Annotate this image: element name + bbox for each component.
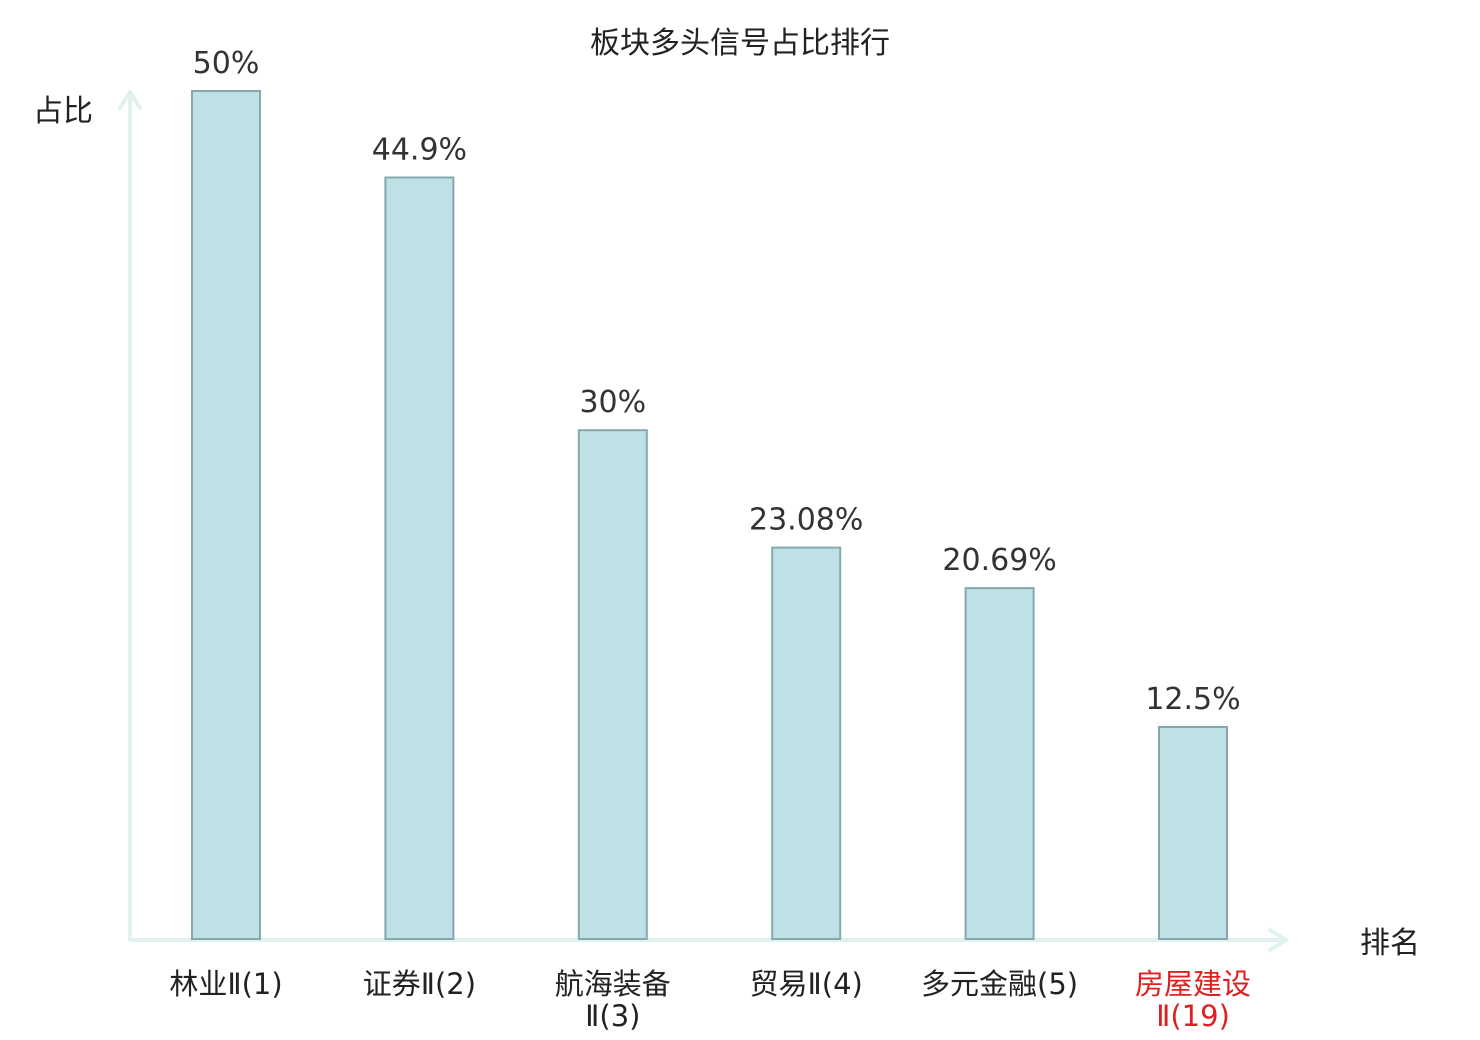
bars-layer xyxy=(191,90,1228,940)
y-axis-arrow-icon xyxy=(118,90,142,110)
value-label-3: 30% xyxy=(579,385,646,420)
category-label-5: 多元金融(5) xyxy=(921,967,1078,1001)
y-axis-label: 占比 xyxy=(33,94,93,129)
bar-2 xyxy=(384,176,455,940)
x-axis-arrow-icon xyxy=(1268,928,1288,952)
x-axis-label: 排名 xyxy=(1360,926,1420,961)
value-label-5: 20.69% xyxy=(942,543,1056,578)
value-label-6: 12.5% xyxy=(1145,682,1240,717)
category-label-6: 房屋建设 xyxy=(1135,967,1251,1001)
value-label-1: 50% xyxy=(193,46,260,81)
chart-title: 板块多头信号占比排行 xyxy=(590,26,890,61)
category-label-1: 林业Ⅱ(1) xyxy=(169,967,282,1001)
category-label-6-line2: Ⅱ(19) xyxy=(1156,999,1230,1033)
value-label-2: 44.9% xyxy=(372,133,467,168)
bar-6 xyxy=(1158,726,1228,940)
axes xyxy=(118,90,1288,952)
category-label-3-line2: Ⅱ(3) xyxy=(585,999,640,1033)
category-label-2: 证券Ⅱ(2) xyxy=(363,967,476,1001)
bar-5 xyxy=(964,587,1035,940)
category-label-4: 贸易Ⅱ(4) xyxy=(750,967,863,1001)
value-labels-layer: 50% 44.9% 30% 23.08% 20.69% 12.5% xyxy=(193,46,1241,717)
bar-4 xyxy=(771,546,842,940)
bar-3 xyxy=(577,429,648,940)
category-label-3: 航海装备 xyxy=(555,967,671,1001)
bar-1 xyxy=(191,90,261,940)
value-label-4: 23.08% xyxy=(749,503,863,538)
